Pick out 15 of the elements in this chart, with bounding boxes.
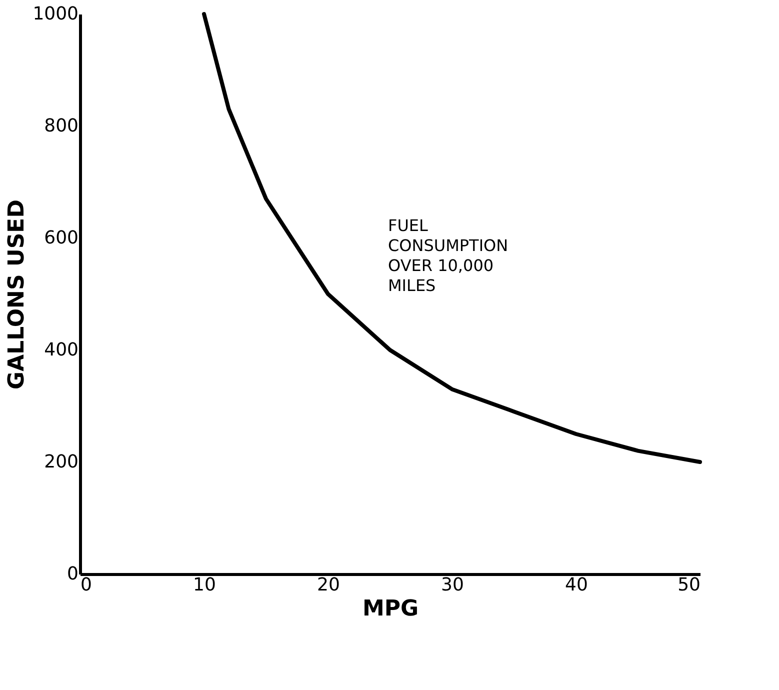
text: FUEL CONSUMPTION OVER 10,000 MILES	[388, 216, 508, 295]
x-tick-label: 40	[565, 574, 588, 596]
x-tick-label: 20	[317, 574, 340, 596]
y-tick-label: 200	[44, 452, 78, 472]
y-axis-title: GALLONS USED	[4, 200, 30, 390]
x-axis-title: MPG	[362, 596, 419, 622]
y-tick-label: 600	[44, 228, 78, 248]
x-tick-label: 10	[193, 574, 216, 596]
line-series	[202, 12, 702, 464]
y-tick-label: 400	[44, 340, 78, 360]
x-tick-label: 50	[678, 574, 700, 596]
y-tick-label: 800	[44, 116, 78, 136]
x-tick-label: 30	[441, 574, 464, 596]
y-tick-label: 1000	[32, 4, 78, 24]
x-tick-label: 0	[80, 574, 92, 596]
